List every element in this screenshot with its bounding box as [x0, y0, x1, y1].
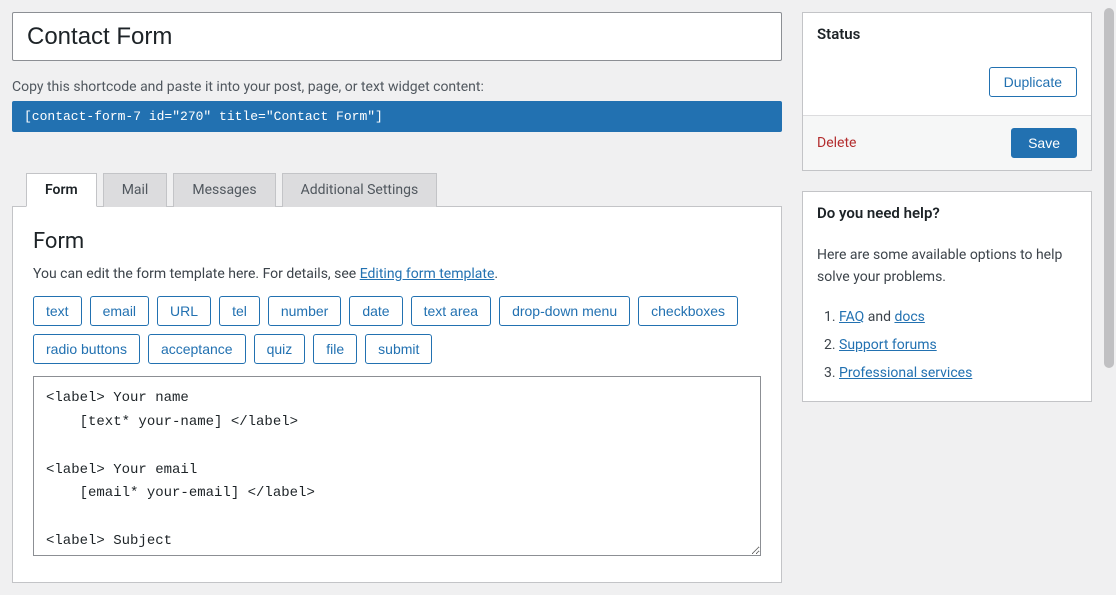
faq-link[interactable]: FAQ — [839, 309, 864, 325]
tag-quiz-button[interactable]: quiz — [254, 334, 306, 364]
professional-services-link[interactable]: Professional services — [839, 365, 972, 381]
shortcode-instruction: Copy this shortcode and paste it into yo… — [12, 79, 782, 95]
tag-textarea-button[interactable]: text area — [411, 296, 491, 326]
duplicate-button[interactable]: Duplicate — [989, 67, 1077, 97]
help-metabox: Do you need help? Here are some availabl… — [802, 191, 1092, 402]
save-button[interactable]: Save — [1011, 128, 1077, 158]
tag-text-button[interactable]: text — [33, 296, 82, 326]
tag-radio-button[interactable]: radio buttons — [33, 334, 140, 364]
tab-mail[interactable]: Mail — [103, 173, 168, 207]
form-title-input[interactable] — [12, 12, 782, 61]
help-item-faq: FAQ and docs — [839, 303, 1077, 331]
tag-tel-button[interactable]: tel — [219, 296, 260, 326]
help-list: FAQ and docs Support forums Professional… — [817, 303, 1077, 387]
editing-template-link[interactable]: Editing form template — [360, 266, 495, 282]
panel-description: You can edit the form template here. For… — [33, 266, 761, 282]
panel-desc-suffix: . — [494, 266, 498, 282]
help-title: Do you need help? — [803, 192, 1091, 234]
form-template-editor[interactable] — [33, 376, 761, 556]
delete-link[interactable]: Delete — [817, 135, 856, 151]
tag-email-button[interactable]: email — [90, 296, 149, 326]
tag-number-button[interactable]: number — [268, 296, 341, 326]
help-item-pro: Professional services — [839, 359, 1077, 387]
tag-acceptance-button[interactable]: acceptance — [148, 334, 246, 364]
tag-submit-button[interactable]: submit — [365, 334, 432, 364]
scrollbar-thumb[interactable] — [1104, 8, 1114, 368]
tag-checkboxes-button[interactable]: checkboxes — [638, 296, 738, 326]
support-forums-link[interactable]: Support forums — [839, 337, 937, 353]
tab-messages[interactable]: Messages — [173, 173, 275, 207]
panel-desc-prefix: You can edit the form template here. For… — [33, 266, 360, 282]
panel-heading: Form — [33, 229, 761, 254]
docs-link[interactable]: docs — [894, 309, 924, 325]
status-metabox: Status Duplicate Delete Save — [802, 12, 1092, 171]
shortcode-display[interactable]: [contact-form-7 id="270" title="Contact … — [12, 101, 782, 132]
tag-dropdown-button[interactable]: drop-down menu — [499, 296, 630, 326]
help-intro: Here are some available options to help … — [817, 244, 1077, 289]
status-title: Status — [803, 13, 1091, 55]
tag-url-button[interactable]: URL — [157, 296, 211, 326]
tag-file-button[interactable]: file — [313, 334, 357, 364]
tab-additional-settings[interactable]: Additional Settings — [282, 173, 438, 207]
tag-date-button[interactable]: date — [349, 296, 402, 326]
tag-generator-toolbar: text email URL tel number date text area… — [33, 296, 761, 364]
help-item-support: Support forums — [839, 331, 1077, 359]
page-scrollbar[interactable] — [1102, 0, 1116, 586]
tab-panel-form: Form You can edit the form template here… — [12, 207, 782, 583]
tab-bar: Form Mail Messages Additional Settings — [12, 172, 782, 207]
help-and-text: and — [864, 309, 894, 325]
tab-form[interactable]: Form — [26, 173, 97, 207]
